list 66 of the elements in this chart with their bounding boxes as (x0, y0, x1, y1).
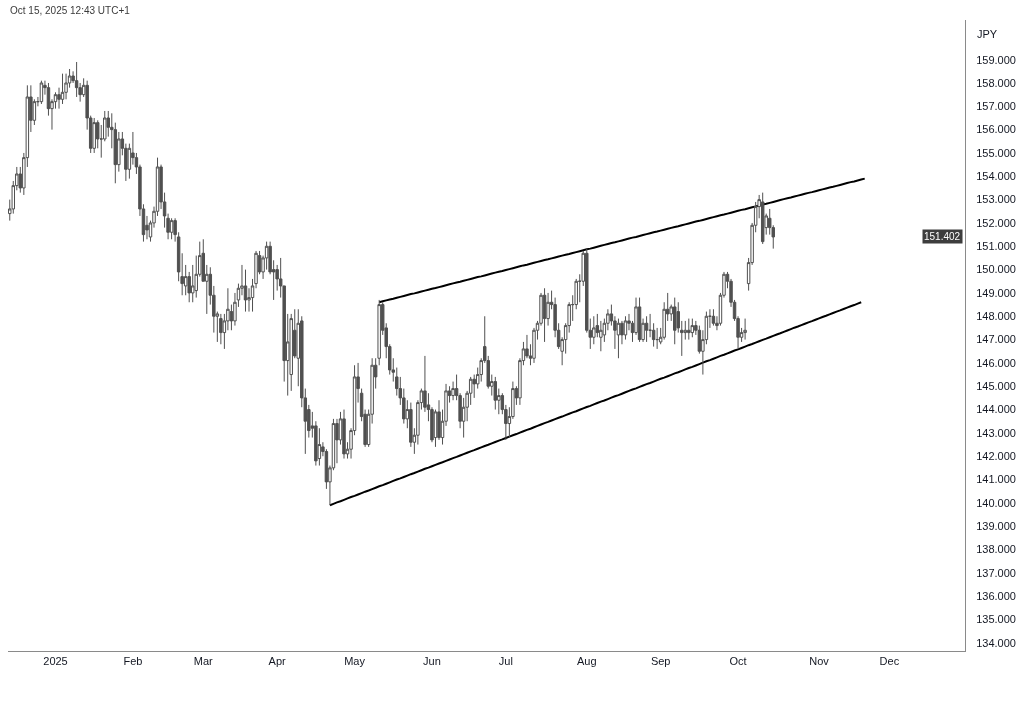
y-tick-label: 136.000 (976, 590, 1016, 603)
y-tick-label: 146.000 (976, 356, 1016, 369)
y-tick-label: 153.000 (976, 193, 1016, 206)
candlestick (592, 315, 596, 345)
y-tick-label: 151.000 (976, 240, 1016, 253)
x-tick-label: Jul (498, 655, 513, 668)
x-tick-label: Oct (729, 655, 747, 668)
y-tick-label: 155.000 (976, 146, 1016, 159)
x-tick-label: Feb (123, 655, 143, 668)
candlestick (690, 318, 695, 338)
y-tick-label: 156.000 (976, 123, 1016, 136)
y-tick-label: 135.000 (976, 613, 1016, 626)
candlestick (493, 376, 498, 411)
x-tick-label: Jun (423, 655, 441, 668)
candlestick (644, 315, 649, 343)
y-tick-label: 137.000 (976, 566, 1016, 579)
x-tick-label: Nov (809, 655, 830, 668)
y-tick-label: 140.000 (976, 496, 1016, 509)
x-tick-label: May (344, 655, 366, 668)
line-series (378, 177, 866, 304)
y-tick-label: 149.000 (976, 286, 1016, 299)
y-tick-label: 139.000 (976, 520, 1016, 533)
candlestick (64, 73, 68, 100)
candlestick (673, 297, 677, 345)
candlestick (342, 409, 346, 460)
candlestick (219, 313, 223, 345)
annotation: 151.402 (924, 231, 961, 242)
y-tick-label: 148.000 (976, 310, 1016, 323)
candlestick (616, 318, 621, 359)
y-tick-label: 158.000 (976, 76, 1016, 89)
y-tick-label: 134.000 (976, 636, 1016, 649)
candlestick (623, 315, 628, 341)
x-tick-label: Dec (879, 655, 900, 668)
x-tick-label: 2025 (43, 655, 68, 668)
y-tick-label: 144.000 (976, 403, 1016, 416)
candlestick (542, 287, 547, 343)
y-tick-label: 138.000 (976, 543, 1016, 556)
candlestick (289, 313, 293, 392)
y-tick-label: 157.000 (976, 100, 1016, 113)
x-tick-label: Apr (268, 655, 287, 668)
y-tick-label: 143.000 (976, 426, 1016, 439)
candlestick (760, 192, 765, 245)
candlestick (637, 297, 642, 343)
x-tick-label: Sep (650, 655, 671, 668)
y-tick-label: 141.000 (976, 473, 1016, 486)
x-tick-label: Mar (193, 655, 214, 668)
candlestick (243, 269, 248, 313)
y-tick-label: 154.000 (976, 170, 1016, 183)
y-tick-label: 159.000 (976, 53, 1016, 66)
y-axis-title: JPY (977, 28, 998, 40)
candlestick (74, 61, 79, 98)
candlestick (687, 318, 691, 341)
candlestick (655, 327, 659, 350)
y-tick-label: 152.000 (976, 216, 1016, 229)
candlestick (169, 217, 174, 240)
y-tick-label: 145.000 (976, 380, 1016, 393)
x-tick-label: Aug (576, 655, 597, 668)
candlestick (743, 318, 747, 341)
text: Oct 15, 2025 12:43 UTC+1 (10, 5, 131, 16)
candlestick (711, 308, 716, 327)
y-tick-label: 150.000 (976, 263, 1016, 276)
candlestick (60, 73, 65, 105)
y-tick-label: 147.000 (976, 333, 1016, 346)
candlestick (92, 117, 96, 154)
y-tick-label: 142.000 (976, 450, 1016, 463)
line-series (328, 301, 863, 507)
